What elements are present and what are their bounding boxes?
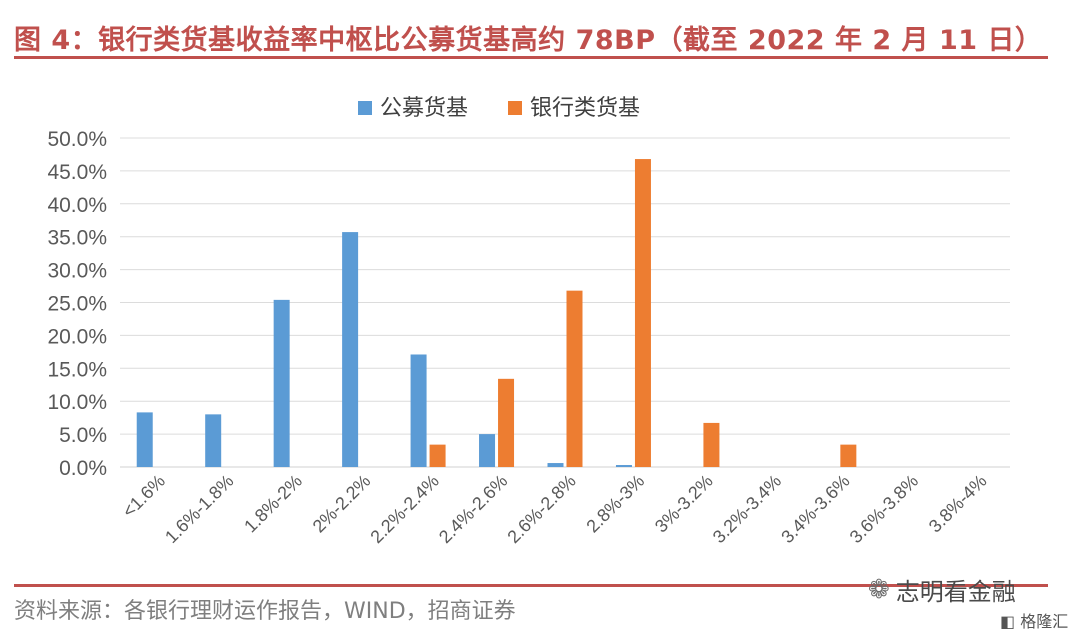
bar-bank-mmf <box>498 378 515 467</box>
bar-bank-mmf <box>840 444 857 467</box>
x-tick-label: 3.8%-4% <box>925 471 991 537</box>
gridlines <box>120 137 1010 468</box>
y-tick-label: 35.0% <box>47 227 107 250</box>
x-tick-label: 1.6%-1.8% <box>161 471 237 547</box>
title-rule <box>14 56 1048 59</box>
bar-public-mmf <box>479 434 496 467</box>
bar-bank-mmf <box>429 444 446 467</box>
x-tick-labels: <1.6%1.6%-1.8% 1.8%-2% 2%-2.2%2.2%-2.4%2.4… <box>118 471 990 547</box>
x-tick-label: 2%-2.2% <box>309 471 375 537</box>
y-tick-label: 5.0% <box>59 424 107 447</box>
legend-swatch <box>508 101 522 115</box>
y-tick-label: 15.0% <box>47 358 107 381</box>
y-tick-label: 30.0% <box>47 260 107 283</box>
bar-public-mmf <box>273 299 290 467</box>
y-tick-labels: 0.0% 5.0% 10.0% 15.0% 20.0% 25.0% 30.0% 35.0% 40… <box>47 128 107 480</box>
legend-label: 银行类货基 <box>530 96 640 121</box>
badge-icon: ◧ <box>1000 612 1016 631</box>
source-note: 资料来源：各银行理财运作报告，WIND，招商证券 <box>14 599 516 624</box>
bars <box>136 159 857 467</box>
y-tick-label: 0.0% <box>59 457 107 480</box>
bar-public-mmf <box>342 232 359 467</box>
x-tick-label: 3.4%-3.6% <box>777 471 853 547</box>
bar-bank-mmf <box>634 159 651 467</box>
legend: 公募货基 银行类货基 <box>358 96 640 121</box>
y-tick-label: 50.0% <box>47 128 107 151</box>
x-tick-label: 2.8%-3% <box>582 471 648 537</box>
x-tick-label: 2.4%-2.6% <box>435 471 511 547</box>
y-tick-label: 40.0% <box>47 194 107 217</box>
x-tick-label: 2.6%-2.8% <box>503 471 579 547</box>
bar-chart: 0.0% 5.0% 10.0% 15.0% 20.0% 25.0% 30.0% 35.0% 40… <box>47 96 1010 547</box>
y-tick-label: 25.0% <box>47 293 107 316</box>
bar-bank-mmf <box>566 290 583 467</box>
legend-swatch <box>358 101 372 115</box>
wechat-icon: ❁ <box>868 574 890 605</box>
badge-text: 格隆汇 <box>1020 612 1069 631</box>
x-tick-label: 3.2%-3.4% <box>709 471 785 547</box>
y-tick-label: 20.0% <box>47 325 107 348</box>
bar-public-mmf <box>136 412 153 467</box>
x-tick-label: 1.8%-2% <box>240 471 306 537</box>
bar-public-mmf <box>615 465 632 467</box>
figure-title: 图 4：银行类货基收益率中枢比公募货基高约 78BP（截至 2022 年 2 月… <box>14 25 1043 56</box>
y-tick-label: 10.0% <box>47 391 107 414</box>
x-tick-label: 3%-3.2% <box>651 471 717 537</box>
source-rule <box>14 584 1048 587</box>
bar-public-mmf <box>205 414 222 467</box>
x-tick-label: <1.6% <box>118 471 169 522</box>
bar-public-mmf <box>410 354 427 467</box>
y-tick-label: 45.0% <box>47 161 107 184</box>
x-tick-label: 3.6%-3.8% <box>846 471 922 547</box>
watermark: ❁ 志明看金融 <box>868 572 1016 607</box>
x-tick-label: 2.2%-2.4% <box>366 471 442 547</box>
watermark-text: 志明看金融 <box>895 578 1016 606</box>
bar-public-mmf <box>547 463 564 467</box>
legend-label: 公募货基 <box>380 96 468 121</box>
badge: ◧ 格隆汇 <box>1000 608 1068 632</box>
bar-bank-mmf <box>703 422 720 467</box>
